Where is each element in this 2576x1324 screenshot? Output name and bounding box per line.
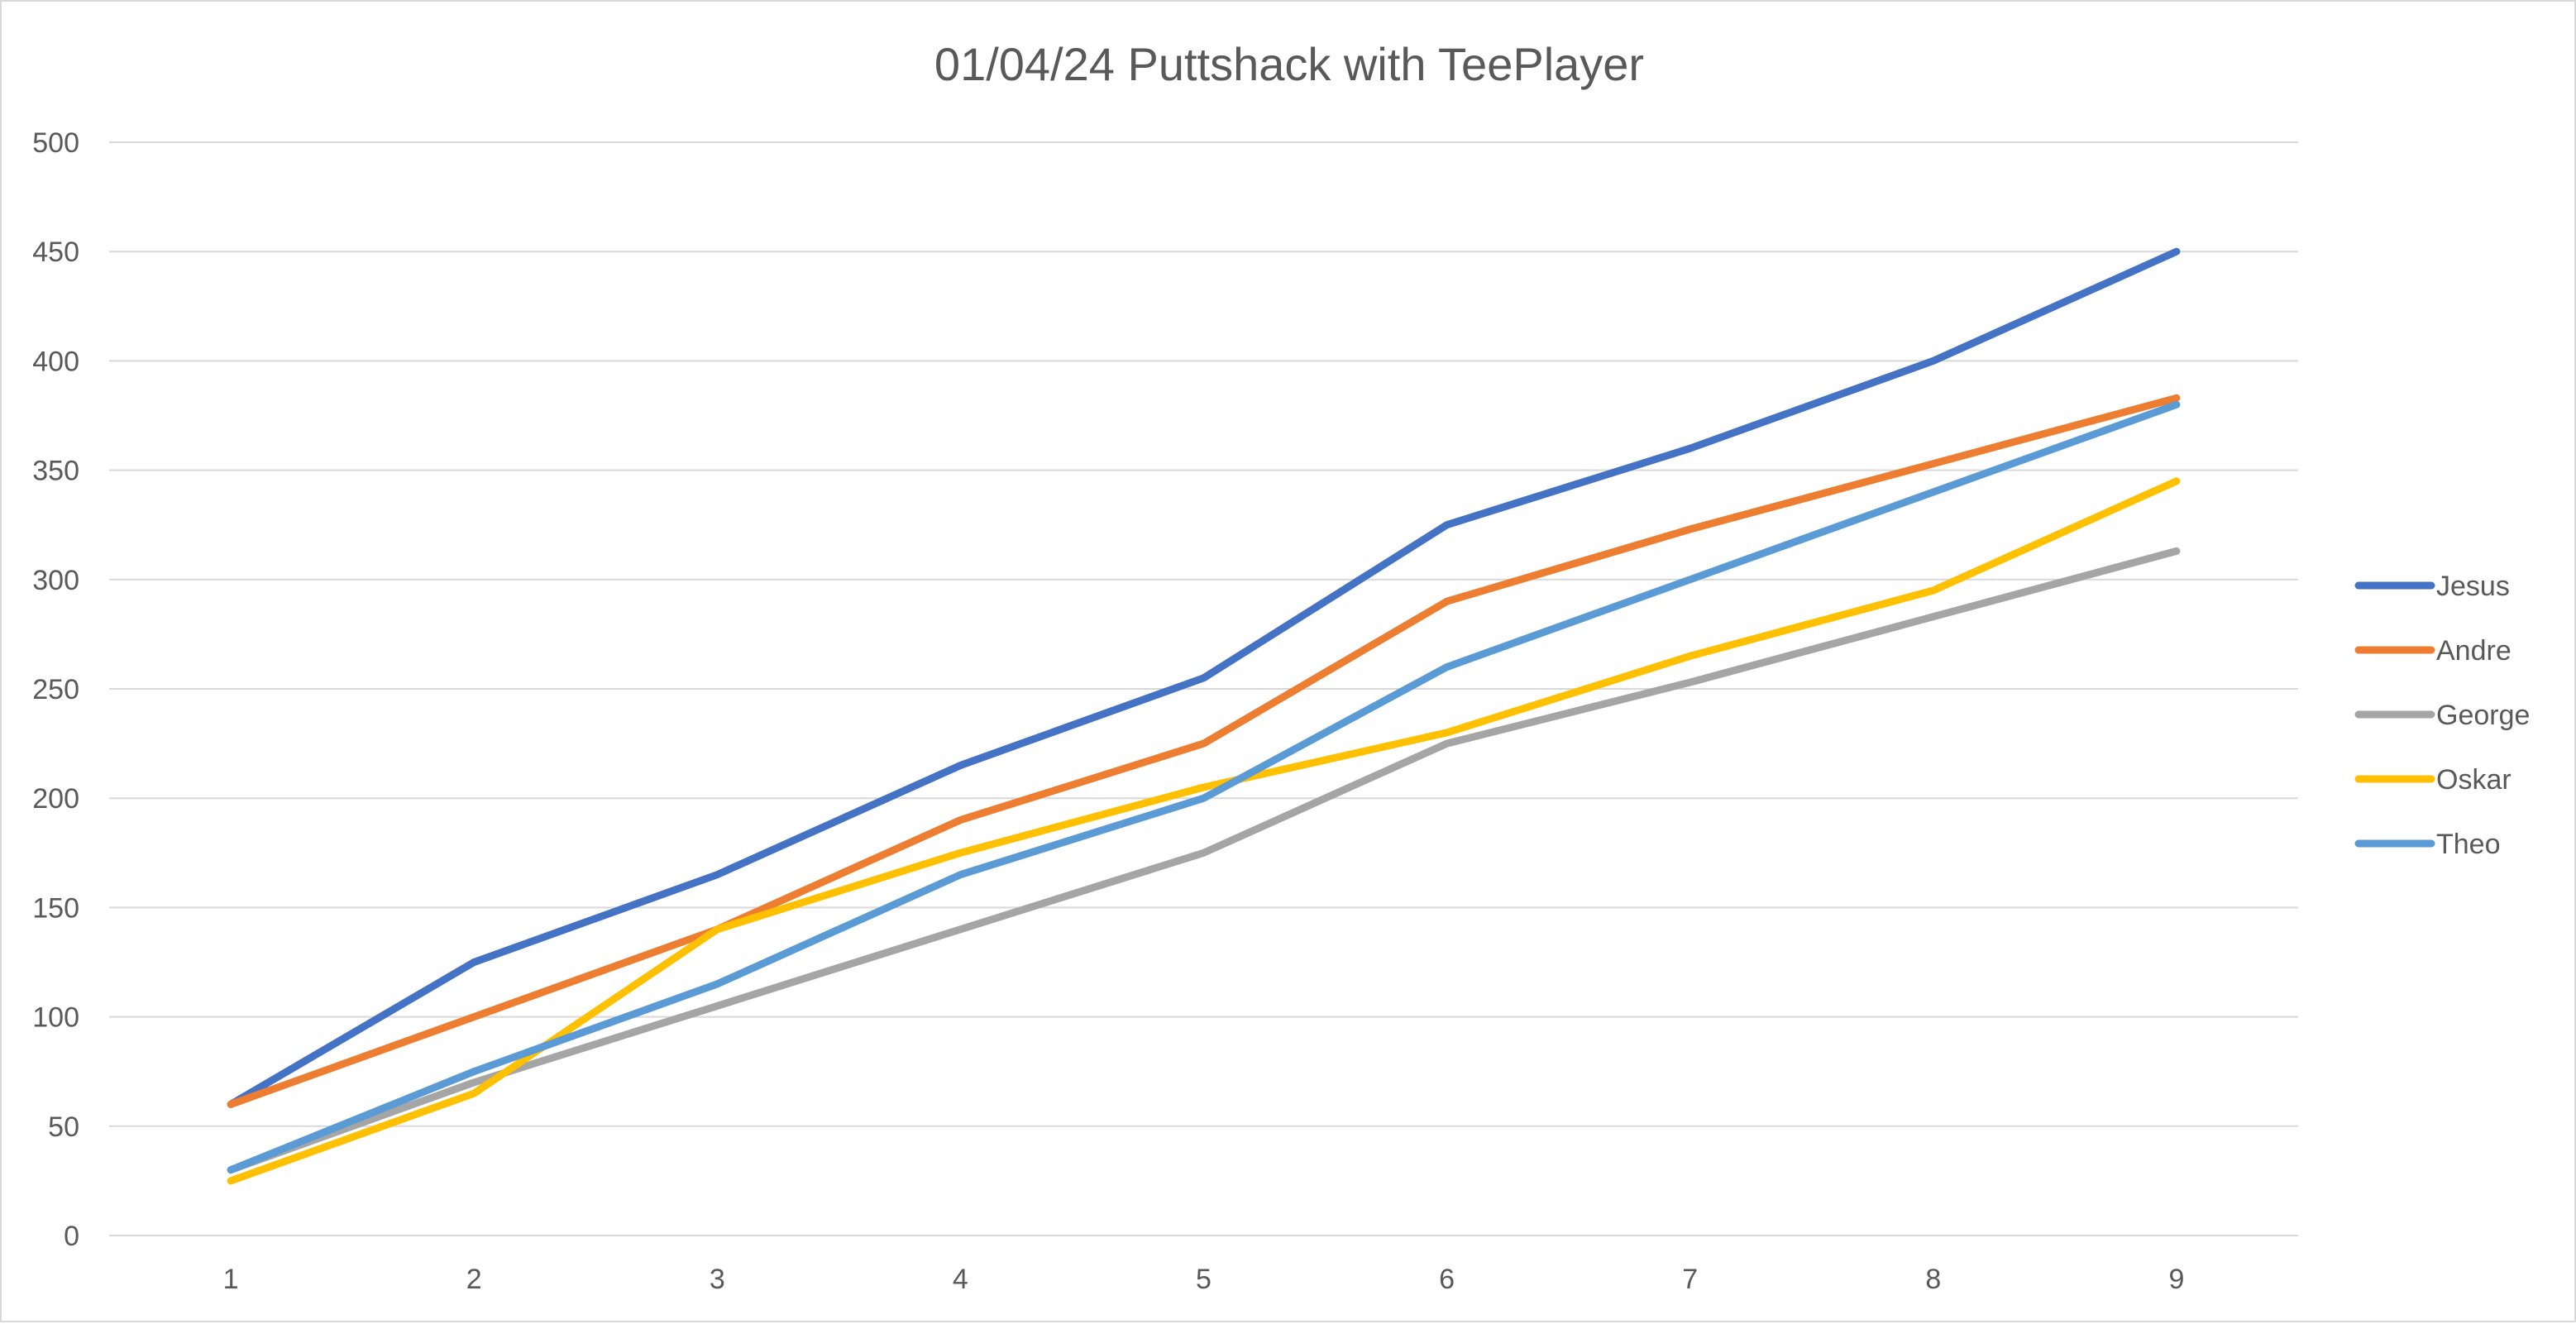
x-tick-label: 5: [1196, 1264, 1212, 1295]
x-tick-label: 2: [466, 1264, 482, 1295]
legend-label-oskar: Oskar: [2436, 764, 2511, 796]
y-tick-label: 500: [32, 127, 79, 159]
y-tick-label: 0: [64, 1221, 79, 1252]
series-line-jesus: [227, 247, 2181, 1108]
legend: Jesus Andre George Oskar Theo: [2354, 571, 2530, 860]
x-tick-label: 3: [710, 1264, 725, 1295]
x-tick-label: 8: [1925, 1264, 1941, 1295]
legend-label-theo: Theo: [2436, 829, 2501, 860]
legend-label-jesus: Jesus: [2436, 571, 2510, 602]
x-tick-label: 9: [2168, 1264, 2184, 1295]
x-tick-label: 7: [1682, 1264, 1698, 1295]
series-line-george: [227, 547, 2181, 1174]
x-tick-label: 4: [953, 1264, 968, 1295]
gridlines: [109, 141, 2298, 1236]
y-tick-label: 100: [32, 1002, 79, 1034]
series-line-oskar: [227, 477, 2181, 1185]
y-tick-label: 150: [32, 892, 79, 924]
y-tick-label: 250: [32, 674, 79, 705]
series-line-andre: [227, 394, 2181, 1108]
y-tick-label: 200: [32, 783, 79, 815]
series-lines: [227, 247, 2181, 1185]
legend-label-andre: Andre: [2436, 635, 2511, 667]
y-tick-label: 400: [32, 346, 79, 377]
x-tick-label: 1: [223, 1264, 239, 1295]
x-axis-tick-labels: 1 2 3 4 5 6 7 8 9: [223, 1264, 2185, 1295]
y-tick-label: 50: [48, 1111, 79, 1143]
chart-title: 01/04/24 Puttshack with TeePlayer: [934, 38, 1644, 90]
series-line-theo: [227, 400, 2181, 1174]
y-axis-tick-labels: 0 50 100 150 200 250 300 350 400 450 500: [32, 127, 79, 1252]
legend-label-george: George: [2436, 700, 2530, 731]
y-tick-label: 300: [32, 565, 79, 596]
y-tick-label: 350: [32, 456, 79, 487]
y-tick-label: 450: [32, 237, 79, 268]
x-tick-label: 6: [1439, 1264, 1455, 1295]
